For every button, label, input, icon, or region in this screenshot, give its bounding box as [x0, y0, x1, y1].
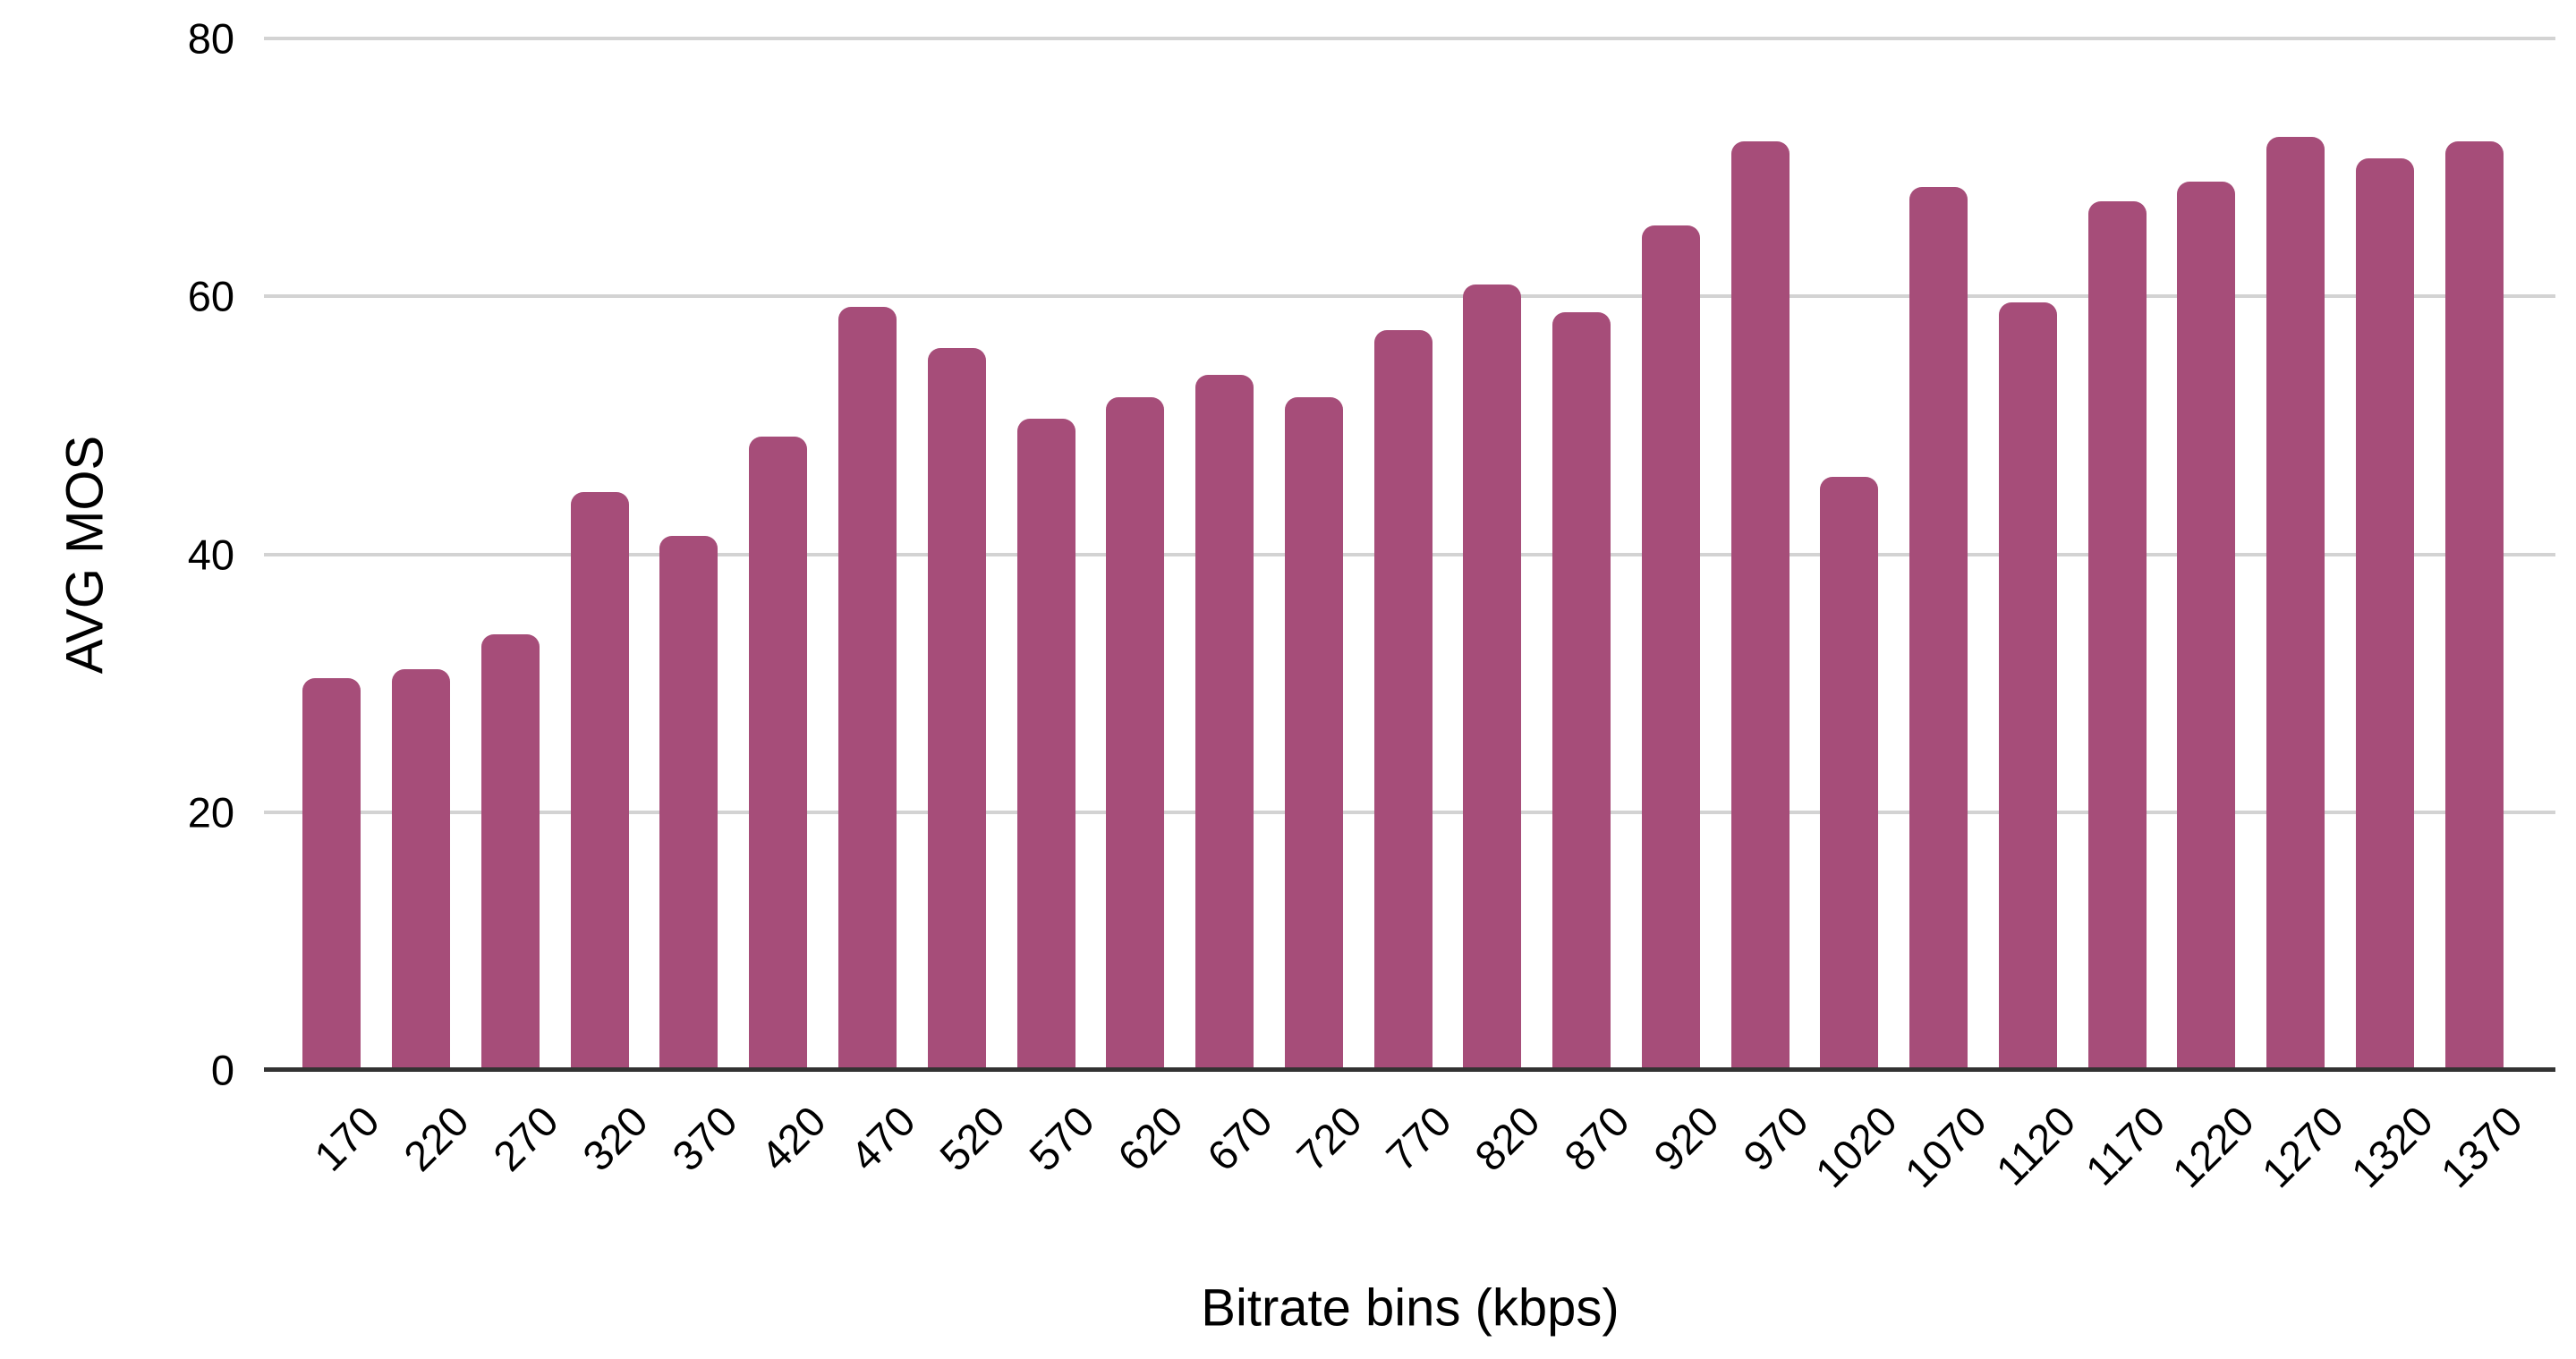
y-tick-label-60: 60	[187, 272, 234, 320]
bar-slot-1170: 1170	[2072, 38, 2174, 1194]
bar-slot-870: 870	[1537, 38, 1638, 1180]
bar-slot-770: 770	[1358, 38, 1459, 1180]
bar-720	[1284, 396, 1343, 1070]
bar-slot-170: 170	[287, 38, 388, 1180]
bar-slot-1220: 1220	[2162, 38, 2263, 1196]
bar-slot-1270: 1270	[2251, 38, 2352, 1196]
bar-1220	[2177, 181, 2236, 1070]
bar-1370	[2444, 141, 2504, 1070]
bar-170	[302, 677, 361, 1070]
x-tick-label-1320: 1320	[2342, 1096, 2442, 1197]
bar-1170	[2087, 200, 2147, 1070]
bar-220	[392, 668, 451, 1070]
x-tick-label-1270: 1270	[2252, 1096, 2353, 1197]
bar-620	[1106, 396, 1165, 1070]
x-tick-label-220: 220	[395, 1096, 479, 1180]
x-tick-label-520: 520	[930, 1096, 1014, 1180]
bar-slot-520: 520	[912, 38, 1014, 1180]
y-tick-label-40: 40	[187, 531, 234, 578]
bar-420	[749, 437, 808, 1070]
bar-320	[570, 492, 629, 1070]
bar-1070	[1909, 186, 1968, 1070]
bar-slot-570: 570	[1001, 38, 1102, 1180]
x-tick-label-170: 170	[305, 1096, 389, 1180]
y-tick-label-80: 80	[187, 14, 234, 63]
x-tick-label-270: 270	[483, 1096, 567, 1180]
x-tick-label-320: 320	[573, 1096, 657, 1180]
bar-1270	[2266, 136, 2325, 1070]
x-tick-label-870: 870	[1555, 1096, 1638, 1180]
x-tick-label-620: 620	[1109, 1096, 1193, 1180]
x-tick-label-1120: 1120	[1986, 1096, 2085, 1194]
bar-270	[480, 633, 540, 1070]
x-tick-label-570: 570	[1019, 1096, 1103, 1180]
bar-slot-420: 420	[734, 38, 835, 1180]
x-tick-label-470: 470	[840, 1096, 924, 1180]
x-tick-label-1370: 1370	[2431, 1096, 2531, 1197]
y-tick-label-20: 20	[187, 788, 234, 837]
bar-970	[1730, 141, 1790, 1070]
bar-slot-370: 370	[644, 38, 745, 1180]
x-tick-label-670: 670	[1197, 1096, 1281, 1180]
bar-slot-670: 670	[1180, 38, 1281, 1180]
bar-520	[927, 347, 986, 1070]
bar-670	[1195, 375, 1254, 1070]
bar-slot-920: 920	[1626, 38, 1728, 1180]
bar-slot-970: 970	[1715, 38, 1816, 1180]
gridline-80	[264, 37, 2555, 40]
bars: 170 220 270 320 370 420 470 520 570 620 670 720 770 8…	[287, 38, 2531, 1196]
bar-slot-470: 470	[823, 38, 924, 1180]
bar-920	[1641, 225, 1700, 1070]
bar-570	[1016, 419, 1075, 1070]
x-tick-label-1070: 1070	[1895, 1096, 1996, 1197]
x-tick-label-820: 820	[1466, 1096, 1550, 1180]
x-tick-label-1220: 1220	[2163, 1096, 2264, 1197]
x-axis-line	[264, 1067, 2555, 1072]
bar-820	[1463, 285, 1522, 1070]
gridline-60	[264, 294, 2555, 299]
bar-slot-1070: 1070	[1894, 38, 1995, 1196]
x-tick-label-370: 370	[662, 1096, 746, 1180]
plot-area: 170 220 270 320 370 420 470 520 570 620 670 720 770 8…	[264, 37, 2555, 1196]
bar-slot-1320: 1320	[2341, 38, 2442, 1196]
bar-slot-320: 320	[555, 38, 657, 1180]
x-axis-title: Bitrate bins (kbps)	[1201, 1278, 1620, 1338]
x-tick-label-420: 420	[752, 1096, 836, 1180]
x-tick-label-970: 970	[1733, 1096, 1817, 1180]
x-tick-label-1020: 1020	[1806, 1096, 1907, 1197]
bar-slot-820: 820	[1448, 38, 1549, 1180]
x-tick-label-770: 770	[1376, 1096, 1460, 1180]
bar-870	[1552, 311, 1611, 1070]
bar-slot-1020: 1020	[1805, 38, 1906, 1196]
x-tick-label-920: 920	[1644, 1096, 1728, 1180]
bar-1320	[2355, 158, 2414, 1070]
bar-1020	[1820, 477, 1879, 1070]
bar-470	[837, 306, 897, 1070]
bar-slot-720: 720	[1269, 38, 1371, 1180]
bar-slot-220: 220	[377, 38, 478, 1180]
bar-1120	[1998, 302, 2057, 1070]
bar-770	[1373, 329, 1433, 1070]
bar-370	[659, 536, 718, 1070]
bar-slot-1120: 1120	[1984, 38, 2085, 1194]
x-tick-label-1170: 1170	[2076, 1096, 2174, 1194]
bar-slot-1370: 1370	[2429, 38, 2531, 1196]
bar-slot-620: 620	[1091, 38, 1192, 1180]
bar-slot-270: 270	[466, 38, 567, 1180]
y-tick-label-0: 0	[210, 1046, 234, 1094]
x-tick-label-720: 720	[1287, 1096, 1371, 1180]
y-axis-labels: 0 20 40 60 80	[0, 18, 234, 1091]
